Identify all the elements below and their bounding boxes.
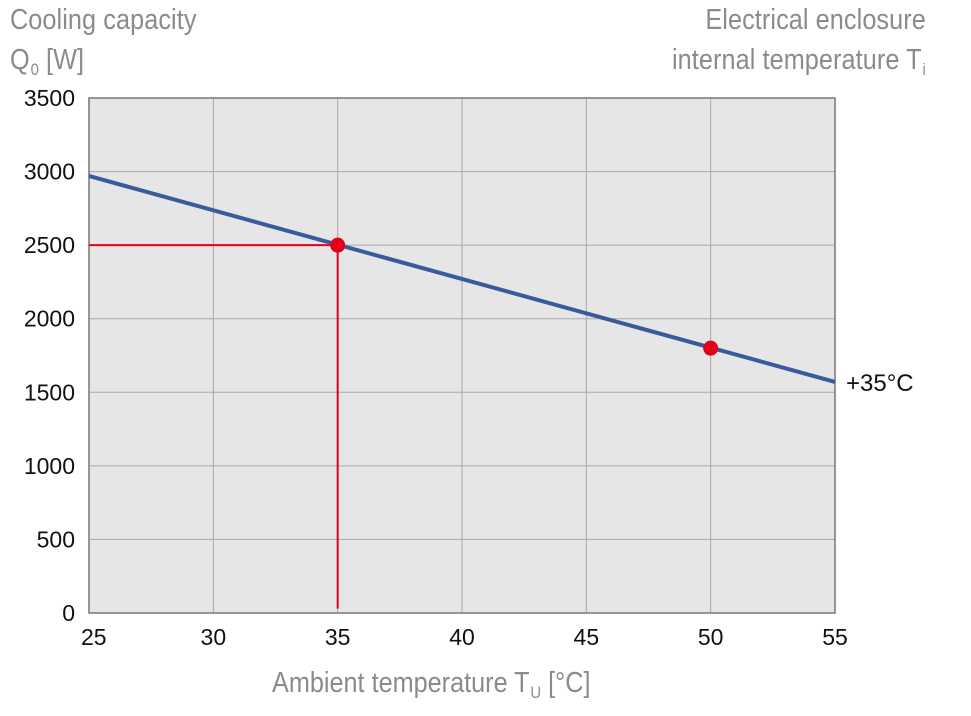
y-tick-label-3500: 3500 [24,85,75,111]
enclosure-temperature-title: Electrical enclosure internal temperatur… [672,0,926,90]
y-axis-title-line1: Cooling capacity [10,4,197,36]
y-tick-label-1500: 1500 [24,379,75,405]
enclosure-title-line1: Electrical enclosure [705,4,926,36]
y-axis-symbol: Q [10,44,30,76]
enclosure-title-subscript: i [922,60,926,79]
x-tick-label-50: 50 [698,624,724,650]
x-tick-label-25: 25 [81,624,107,650]
enclosure-title-line2: internal temperature Ti [672,40,926,90]
x-axis-unit: [°C] [548,667,591,699]
y-tick-label-500: 500 [37,526,75,552]
x-tick-label-30: 30 [201,624,227,650]
enclosure-title-text: internal temperature T [672,44,922,76]
x-axis-title: Ambient temperature TU [°C] [272,663,590,713]
highlight-point-1 [330,237,346,253]
x-axis-title-text: Ambient temperature T [272,667,530,699]
x-tick-label-45: 45 [574,624,600,650]
series-label-1: +35°C [846,370,914,397]
y-axis-title: Cooling capacity Q0 [W] [10,0,197,90]
y-tick-label-2500: 2500 [24,232,75,258]
y-tick-label-2000: 2000 [24,306,75,332]
plot-frame [88,97,836,614]
y-tick-label-1000: 1000 [24,453,75,479]
highlight-point-2 [703,340,719,356]
y-tick-label-0: 0 [62,600,75,626]
x-tick-label-40: 40 [449,624,475,650]
x-tick-label-35: 35 [325,624,351,650]
y-tick-label-3000: 3000 [24,159,75,185]
x-axis-subscript: U [530,683,542,702]
x-tick-label-55: 55 [822,624,848,650]
y-axis-subscript: 0 [30,60,39,79]
y-axis-unit: [W] [46,44,85,76]
y-axis-title-line2: Q0 [W] [10,40,197,90]
